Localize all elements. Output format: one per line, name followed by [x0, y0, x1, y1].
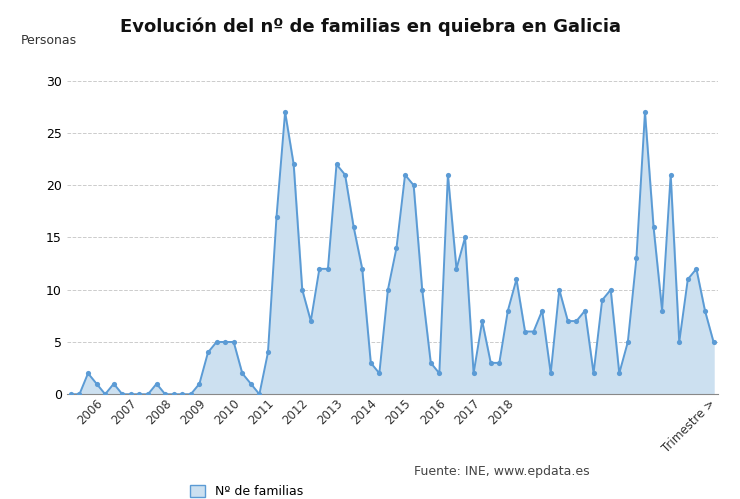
Point — [262, 348, 274, 356]
Point — [468, 369, 480, 377]
Point — [374, 369, 386, 377]
Point — [485, 359, 497, 367]
Point — [73, 390, 85, 398]
Point — [382, 286, 394, 294]
Point — [459, 234, 471, 242]
Point — [245, 380, 257, 388]
Point — [399, 171, 411, 179]
Text: Evolución del nº de familias en quiebra en Galicia: Evolución del nº de familias en quiebra … — [119, 17, 621, 36]
Point — [391, 244, 403, 252]
Point — [442, 171, 454, 179]
Point — [82, 369, 94, 377]
Point — [288, 160, 300, 168]
Point — [65, 390, 77, 398]
Point — [356, 265, 368, 273]
Point — [202, 348, 214, 356]
Point — [279, 108, 291, 116]
Point — [236, 369, 248, 377]
Point — [673, 338, 685, 346]
Point — [588, 369, 599, 377]
Point — [417, 286, 428, 294]
Point — [477, 317, 488, 325]
Point — [211, 338, 223, 346]
Text: Personas: Personas — [21, 33, 77, 46]
Point — [494, 359, 505, 367]
Point — [605, 286, 616, 294]
Point — [562, 317, 574, 325]
Point — [596, 296, 608, 304]
Point — [305, 317, 317, 325]
Point — [682, 275, 693, 283]
Point — [502, 306, 514, 315]
Point — [528, 327, 539, 335]
Point — [271, 213, 283, 221]
Point — [536, 306, 548, 315]
Point — [142, 390, 154, 398]
Point — [296, 286, 308, 294]
Point — [545, 369, 556, 377]
Point — [425, 359, 437, 367]
Point — [185, 390, 197, 398]
Point — [665, 171, 676, 179]
Point — [168, 390, 180, 398]
Point — [219, 338, 231, 346]
Point — [339, 171, 351, 179]
Point — [519, 327, 531, 335]
Point — [193, 380, 205, 388]
Point — [365, 359, 377, 367]
Point — [690, 265, 702, 273]
Point — [322, 265, 334, 273]
Point — [630, 254, 642, 262]
Point — [91, 380, 103, 388]
Point — [451, 265, 462, 273]
Point — [254, 390, 266, 398]
Point — [613, 369, 625, 377]
Point — [511, 275, 522, 283]
Point — [108, 380, 120, 388]
Point — [554, 286, 565, 294]
Point — [707, 338, 719, 346]
Point — [151, 380, 163, 388]
Point — [314, 265, 326, 273]
Point — [639, 108, 651, 116]
Point — [133, 390, 145, 398]
Point — [571, 317, 582, 325]
Point — [648, 223, 659, 231]
Point — [434, 369, 445, 377]
Point — [622, 338, 633, 346]
Point — [125, 390, 137, 398]
Point — [331, 160, 343, 168]
Point — [579, 306, 591, 315]
Point — [348, 223, 360, 231]
Point — [408, 181, 420, 189]
Text: Fuente: INE, www.epdata.es: Fuente: INE, www.epdata.es — [414, 465, 590, 478]
Legend: Nº de familias: Nº de familias — [190, 486, 303, 499]
Point — [228, 338, 240, 346]
Point — [99, 390, 111, 398]
Point — [159, 390, 171, 398]
Point — [176, 390, 188, 398]
Point — [116, 390, 128, 398]
Point — [699, 306, 711, 315]
Point — [656, 306, 668, 315]
